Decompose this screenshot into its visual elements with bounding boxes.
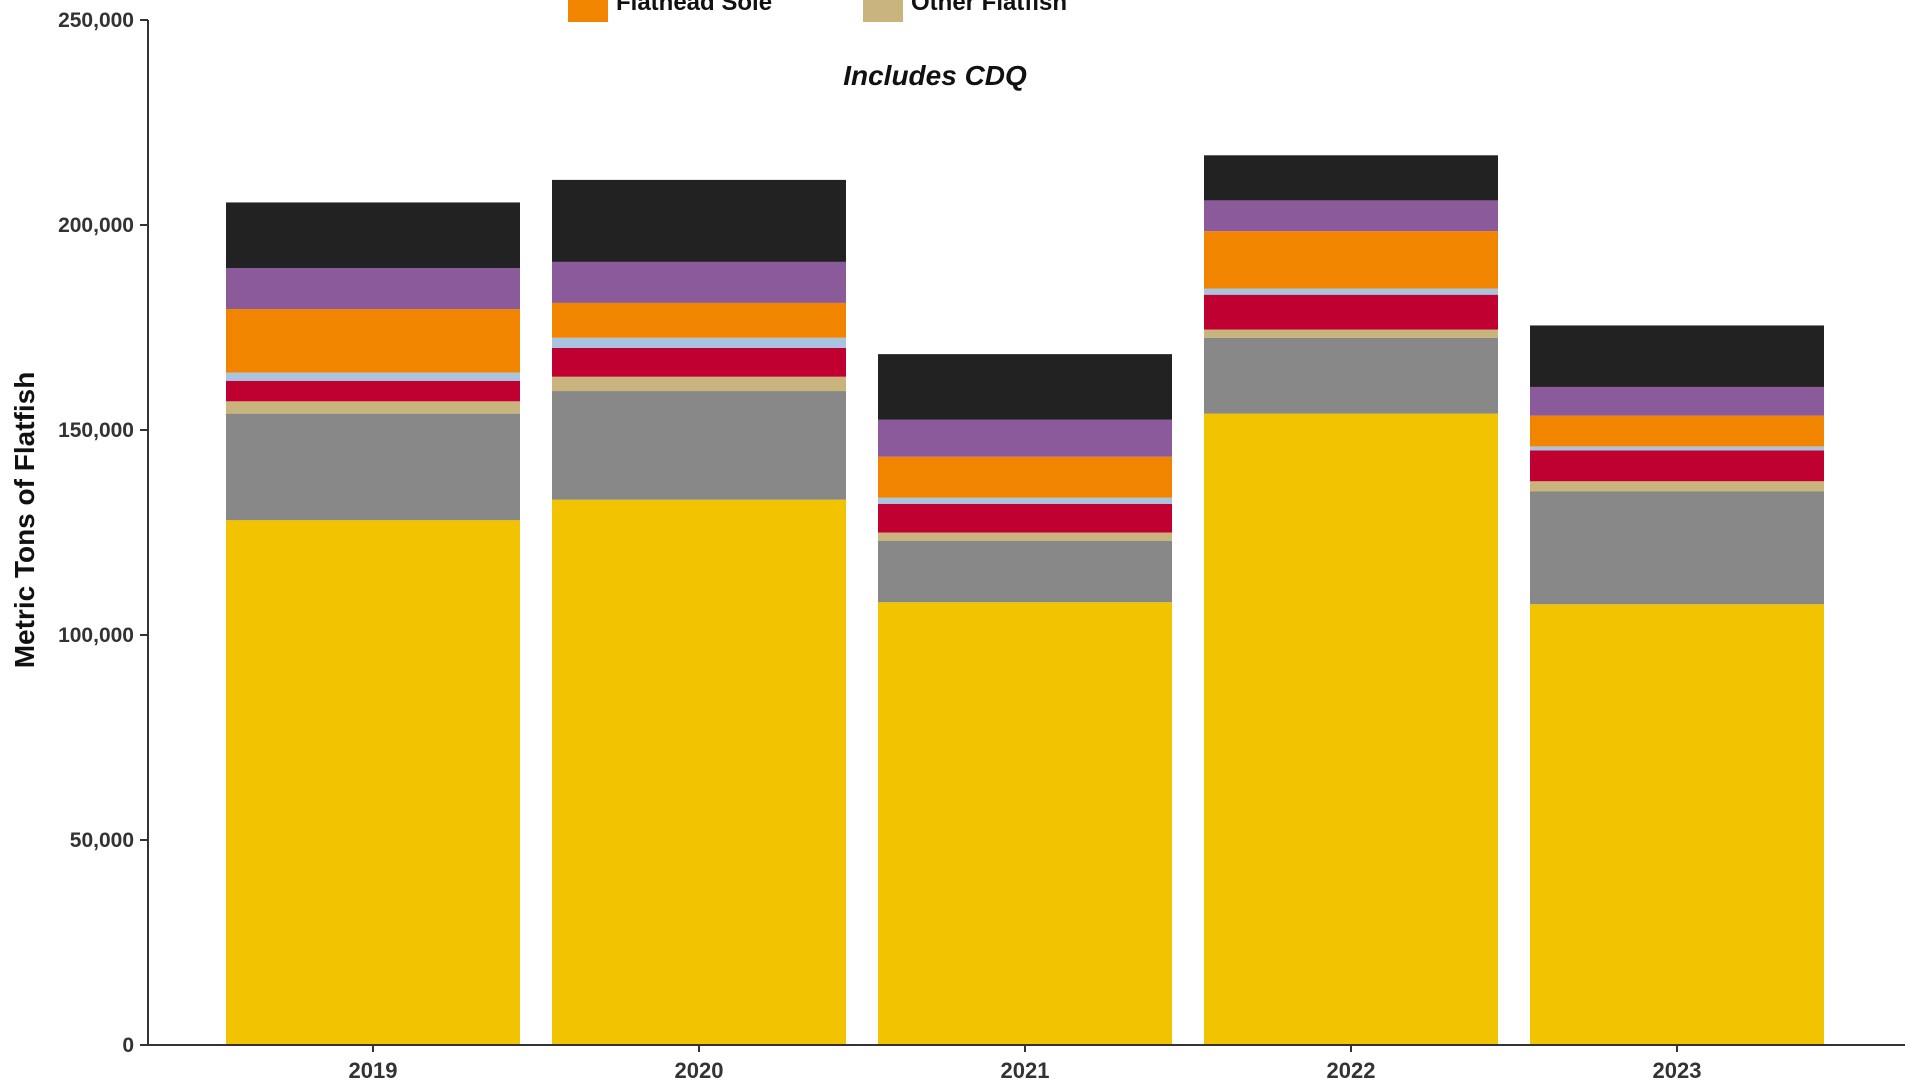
- bar-segment: [552, 302, 846, 338]
- x-tick-label: 2023: [1653, 1058, 1702, 1083]
- y-tick-label: 200,000: [58, 214, 134, 237]
- legend-swatch: [568, 0, 608, 22]
- bar-segment: [878, 497, 1172, 504]
- bar-segment: [226, 268, 520, 310]
- y-tick-label: 100,000: [58, 624, 134, 647]
- bar-segment: [1530, 415, 1824, 447]
- bar-segment: [226, 309, 520, 373]
- x-tick-label: 2021: [1001, 1058, 1050, 1083]
- bar-segment: [552, 261, 846, 303]
- bar-segment: [1530, 325, 1824, 387]
- bar-segment: [1204, 231, 1498, 289]
- legend-label: Other Flatfish: [911, 0, 1067, 16]
- bar-segment: [552, 391, 846, 500]
- bar-segment: [552, 348, 846, 377]
- x-tick-label: 2020: [675, 1058, 724, 1083]
- bar-segment: [552, 499, 846, 1045]
- bar-segment: [1204, 155, 1498, 201]
- bar-segment: [1530, 604, 1824, 1045]
- bar-segment: [1530, 446, 1824, 451]
- bar-segment: [1530, 491, 1824, 605]
- bar-segment: [552, 376, 846, 392]
- bar-segment: [552, 337, 846, 348]
- bar-segment: [1204, 200, 1498, 232]
- bar-segment: [878, 532, 1172, 541]
- bar-segment: [226, 372, 520, 381]
- bar-segment: [226, 413, 520, 521]
- legend-swatch: [863, 0, 903, 22]
- chart-subtitle: Includes CDQ: [843, 60, 1027, 91]
- bar-segment: [1204, 413, 1498, 1046]
- bar-segment: [552, 179, 846, 262]
- bar-segment: [1530, 386, 1824, 416]
- bars: [226, 155, 1824, 1046]
- x-tick-label: 2019: [349, 1058, 398, 1083]
- y-tick-label: 50,000: [70, 829, 134, 852]
- y-axis-label: Metric Tons of Flatfish: [9, 372, 40, 669]
- x-tick-label: 2022: [1327, 1058, 1376, 1083]
- bar-segment: [1530, 481, 1824, 492]
- bar-segment: [878, 540, 1172, 603]
- y-tick-label: 0: [122, 1034, 134, 1057]
- x-axis: 2019 2020 2021 2022 2023: [148, 1044, 1905, 1083]
- y-tick-label: 250,000: [58, 9, 134, 32]
- legend: Flathead Sole Other Flatfish: [568, 0, 1067, 22]
- bar-segment: [1204, 329, 1498, 338]
- bar-segment: [226, 202, 520, 269]
- bar-segment: [878, 419, 1172, 457]
- bar-segment: [226, 380, 520, 402]
- bar-segment: [878, 602, 1172, 1045]
- legend-label: Flathead Sole: [616, 0, 772, 16]
- bar-segment: [1204, 288, 1498, 295]
- y-tick-label: 150,000: [58, 419, 134, 442]
- y-axis: 0 50,000 100,000 150,000 200,000 250,000: [58, 9, 149, 1057]
- bar-segment: [878, 503, 1172, 533]
- bar-segment: [1204, 294, 1498, 330]
- bar-segment: [1530, 450, 1824, 482]
- bar-segment: [878, 456, 1172, 498]
- bar-segment: [226, 520, 520, 1045]
- bar-segment: [878, 354, 1172, 420]
- bar-segment: [226, 401, 520, 414]
- bar-segment: [1204, 337, 1498, 414]
